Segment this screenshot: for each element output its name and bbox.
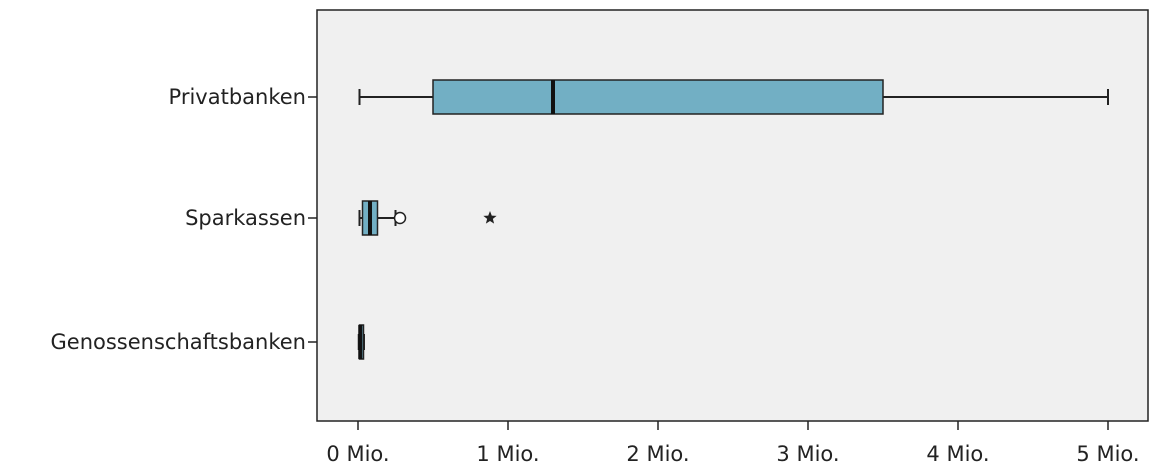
x-tick-label: 5 Mio.: [1076, 442, 1139, 466]
category-label: Sparkassen: [185, 206, 306, 230]
category-label: Privatbanken: [169, 85, 306, 109]
x-tick-label: 3 Mio.: [776, 442, 839, 466]
plot-area: [317, 10, 1148, 421]
x-tick-label: 4 Mio.: [926, 442, 989, 466]
x-tick-label: 2 Mio.: [626, 442, 689, 466]
iqr-box: [433, 80, 883, 114]
x-axis: 0 Mio. 1 Mio. 2 Mio. 3 Mio. 4 Mio. 5 Mio.: [326, 421, 1139, 466]
x-tick-label: 0 Mio.: [326, 442, 389, 466]
outlier-marker: [395, 213, 406, 224]
category-label: Genossenschaftsbanken: [51, 330, 306, 354]
y-axis: Privatbanken Sparkassen Genossenschaftsban…: [51, 85, 317, 354]
box-genossenschaftsbanken: [359, 325, 364, 359]
x-tick-label: 1 Mio.: [476, 442, 539, 466]
